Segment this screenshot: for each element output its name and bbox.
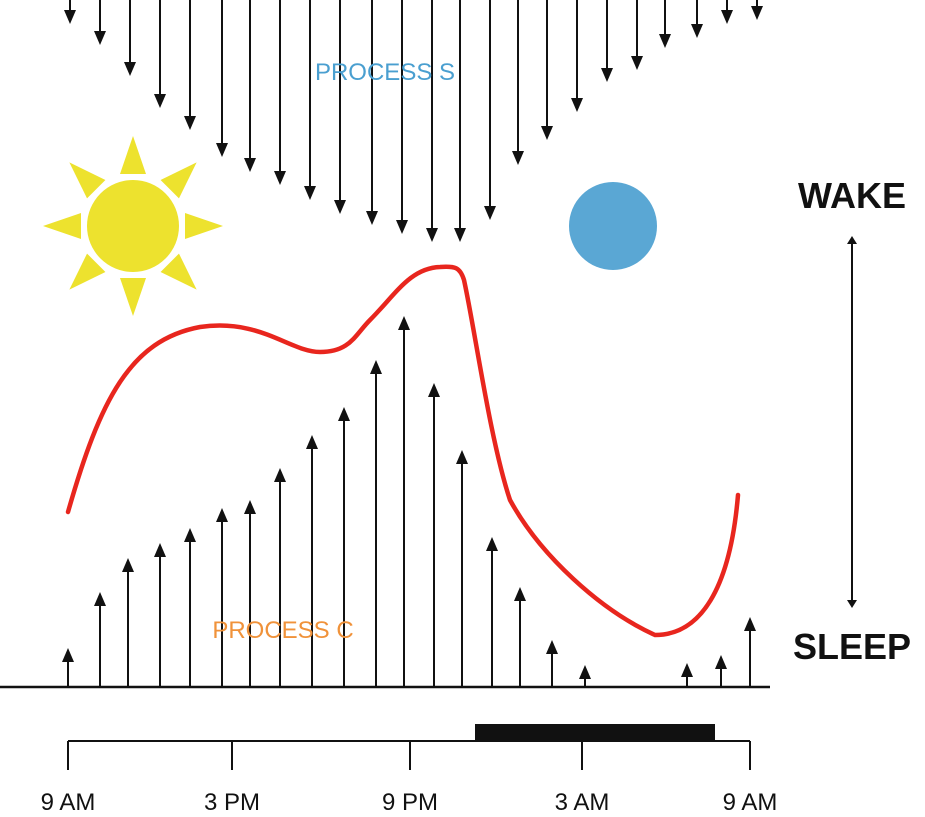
axis-tick-label: 9 AM xyxy=(723,789,778,816)
process-c-label: PROCESS C xyxy=(212,617,353,644)
sun-ray xyxy=(160,162,197,199)
process-c-arrow xyxy=(579,665,591,687)
process-s-arrow xyxy=(721,0,733,24)
process-c-arrows xyxy=(62,316,756,687)
process-s-arrows xyxy=(64,0,763,242)
night-bar xyxy=(475,724,715,740)
process-s-arrow xyxy=(631,0,643,70)
process-s-arrow xyxy=(484,0,496,220)
process-s-label: PROCESS S xyxy=(315,59,455,86)
sun-ray xyxy=(69,162,106,199)
axis-tick-label: 9 PM xyxy=(382,789,438,816)
process-s-arrow xyxy=(426,0,438,242)
process-s-arrow xyxy=(124,0,136,76)
sun-ray xyxy=(69,253,106,290)
process-c-arrow xyxy=(744,617,756,687)
process-s-arrow xyxy=(751,0,763,20)
process-s-arrow xyxy=(571,0,583,112)
process-c-arrow xyxy=(244,500,256,687)
process-c-arrow xyxy=(216,508,228,687)
process-c-arrow xyxy=(338,407,350,687)
process-c-arrow xyxy=(274,468,286,687)
process-s-arrow xyxy=(659,0,671,48)
process-c-arrow xyxy=(514,587,526,687)
sun-ray xyxy=(43,213,81,239)
sun-ray xyxy=(160,253,197,290)
process-s-arrow xyxy=(154,0,166,108)
process-s-arrow xyxy=(64,0,76,24)
process-s-arrow xyxy=(454,0,466,242)
process-c-arrow xyxy=(94,592,106,687)
process-s-arrow xyxy=(184,0,196,130)
process-c-arrow xyxy=(154,543,166,687)
time-axis-ticks xyxy=(67,741,751,770)
process-c-arrow xyxy=(681,663,693,687)
sleep-label: SLEEP xyxy=(793,626,911,667)
circadian-curve xyxy=(65,264,741,638)
moon-icon xyxy=(569,182,657,270)
sun-ray xyxy=(120,136,146,174)
process-s-arrow xyxy=(244,0,256,172)
process-s-arrow xyxy=(396,0,408,234)
process-c-arrow xyxy=(306,435,318,687)
wake-label: WAKE xyxy=(798,175,906,216)
sun-ray xyxy=(120,278,146,316)
process-s-arrow xyxy=(94,0,106,45)
process-c-arrow xyxy=(122,558,134,687)
axis-tick-label: 3 AM xyxy=(555,789,610,816)
process-s-arrow xyxy=(366,0,378,225)
process-c-arrow xyxy=(456,450,468,687)
axis-tick-label: 3 PM xyxy=(204,789,260,816)
process-s-arrow xyxy=(334,0,346,214)
process-s-arrow xyxy=(691,0,703,38)
process-c-arrow xyxy=(370,360,382,687)
process-c-arrow xyxy=(715,655,727,687)
process-s-arrow xyxy=(601,0,613,82)
process-c-arrow xyxy=(486,537,498,687)
process-s-arrow xyxy=(541,0,553,140)
process-s-arrow xyxy=(216,0,228,157)
process-c-arrow xyxy=(62,648,74,687)
axis-tick-label: 9 AM xyxy=(41,789,96,816)
process-s-arrow xyxy=(512,0,524,165)
process-c-arrow xyxy=(546,640,558,687)
process-c-arrow xyxy=(398,316,410,687)
sun-ray xyxy=(185,213,223,239)
process-c-arrow xyxy=(184,528,196,687)
process-c-arrow xyxy=(428,383,440,687)
process-s-arrow xyxy=(304,0,316,200)
process-s-arrow xyxy=(274,0,286,185)
sun-icon xyxy=(43,136,223,316)
